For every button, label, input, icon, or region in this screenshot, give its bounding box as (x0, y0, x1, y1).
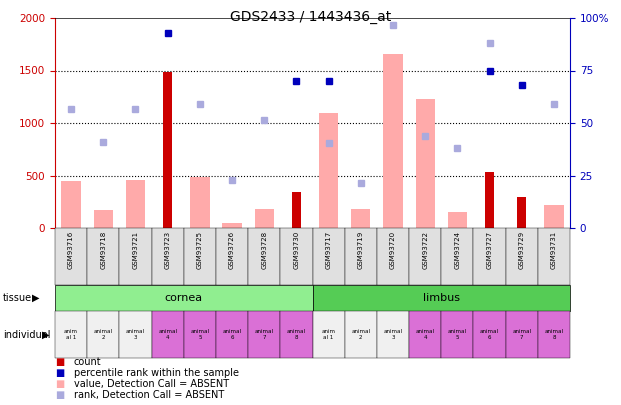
Bar (538, 228, 570, 285)
Text: GSM93726: GSM93726 (229, 231, 235, 269)
Text: tissue: tissue (3, 293, 32, 303)
Text: GSM93729: GSM93729 (519, 231, 525, 269)
Text: GSM93730: GSM93730 (293, 231, 299, 269)
Bar (280, 311, 312, 358)
Text: ■: ■ (55, 368, 64, 378)
Bar (319, 113, 338, 228)
Text: GSM93724: GSM93724 (455, 231, 460, 269)
Bar (152, 228, 184, 285)
Text: animal
7: animal 7 (512, 329, 531, 340)
Text: GSM93727: GSM93727 (486, 231, 492, 269)
Bar (216, 311, 248, 358)
Bar (87, 228, 119, 285)
Text: limbus: limbus (423, 293, 460, 303)
Text: percentile rank within the sample: percentile rank within the sample (74, 368, 238, 378)
Text: value, Detection Call = ABSENT: value, Detection Call = ABSENT (74, 379, 229, 389)
Text: count: count (74, 357, 101, 367)
Bar (119, 311, 152, 358)
Bar (442, 311, 473, 358)
Bar (312, 228, 345, 285)
Bar (505, 228, 538, 285)
Bar (87, 311, 119, 358)
Text: animal
8: animal 8 (545, 329, 563, 340)
Bar (485, 173, 494, 228)
Bar (377, 311, 409, 358)
Bar (55, 285, 312, 311)
Bar (222, 223, 242, 228)
Bar (312, 311, 345, 358)
Bar (280, 228, 312, 285)
Text: GSM93731: GSM93731 (551, 231, 557, 269)
Bar (415, 99, 435, 228)
Text: GSM93722: GSM93722 (422, 231, 428, 269)
Bar (345, 228, 377, 285)
Bar (345, 311, 377, 358)
Bar (255, 209, 274, 228)
Text: GSM93721: GSM93721 (132, 231, 138, 269)
Text: animal
6: animal 6 (222, 329, 242, 340)
Bar (126, 180, 145, 228)
Bar (351, 209, 371, 228)
Bar (248, 311, 280, 358)
Bar (377, 228, 409, 285)
Text: individual: individual (3, 330, 50, 339)
Text: rank, Detection Call = ABSENT: rank, Detection Call = ABSENT (74, 390, 224, 400)
Text: animal
4: animal 4 (158, 329, 177, 340)
Text: animal
2: animal 2 (351, 329, 370, 340)
Text: GSM93717: GSM93717 (325, 231, 332, 269)
Text: GSM93716: GSM93716 (68, 231, 74, 269)
Text: anim
al 1: anim al 1 (322, 329, 335, 340)
Text: ▶: ▶ (42, 330, 50, 339)
Bar (409, 228, 442, 285)
Text: animal
8: animal 8 (287, 329, 306, 340)
Text: animal
6: animal 6 (480, 329, 499, 340)
Text: GDS2433 / 1443436_at: GDS2433 / 1443436_at (230, 10, 391, 24)
Text: cornea: cornea (165, 293, 203, 303)
Text: GSM93718: GSM93718 (100, 231, 106, 269)
Bar (517, 196, 526, 228)
Text: animal
5: animal 5 (448, 329, 467, 340)
Bar (184, 228, 216, 285)
Text: ■: ■ (55, 379, 64, 389)
Bar (473, 311, 505, 358)
Bar (505, 311, 538, 358)
Bar (55, 228, 87, 285)
Text: ▶: ▶ (32, 293, 40, 303)
Text: GSM93719: GSM93719 (358, 231, 364, 269)
Bar (152, 311, 184, 358)
Bar (538, 311, 570, 358)
Text: animal
3: animal 3 (126, 329, 145, 340)
Bar (61, 181, 81, 228)
Bar (248, 228, 280, 285)
Bar (409, 311, 442, 358)
Bar (448, 212, 467, 228)
Text: animal
2: animal 2 (94, 329, 113, 340)
Text: animal
3: animal 3 (384, 329, 402, 340)
Bar (216, 228, 248, 285)
Text: animal
7: animal 7 (255, 329, 274, 340)
Bar (442, 228, 473, 285)
Bar (383, 54, 402, 228)
Bar (94, 210, 113, 228)
Text: GSM93720: GSM93720 (390, 231, 396, 269)
Text: ■: ■ (55, 357, 64, 367)
Bar (55, 311, 87, 358)
Bar (292, 192, 301, 228)
Bar (184, 311, 216, 358)
Bar (544, 205, 564, 228)
Bar (473, 228, 505, 285)
Text: GSM93728: GSM93728 (261, 231, 267, 269)
Bar (163, 72, 172, 228)
Text: GSM93723: GSM93723 (165, 231, 171, 269)
Bar (119, 228, 152, 285)
Text: animal
5: animal 5 (191, 329, 209, 340)
Bar (312, 285, 570, 311)
Bar (190, 177, 209, 228)
Text: ■: ■ (55, 390, 64, 400)
Text: anim
al 1: anim al 1 (64, 329, 78, 340)
Text: animal
4: animal 4 (415, 329, 435, 340)
Text: GSM93725: GSM93725 (197, 231, 203, 269)
